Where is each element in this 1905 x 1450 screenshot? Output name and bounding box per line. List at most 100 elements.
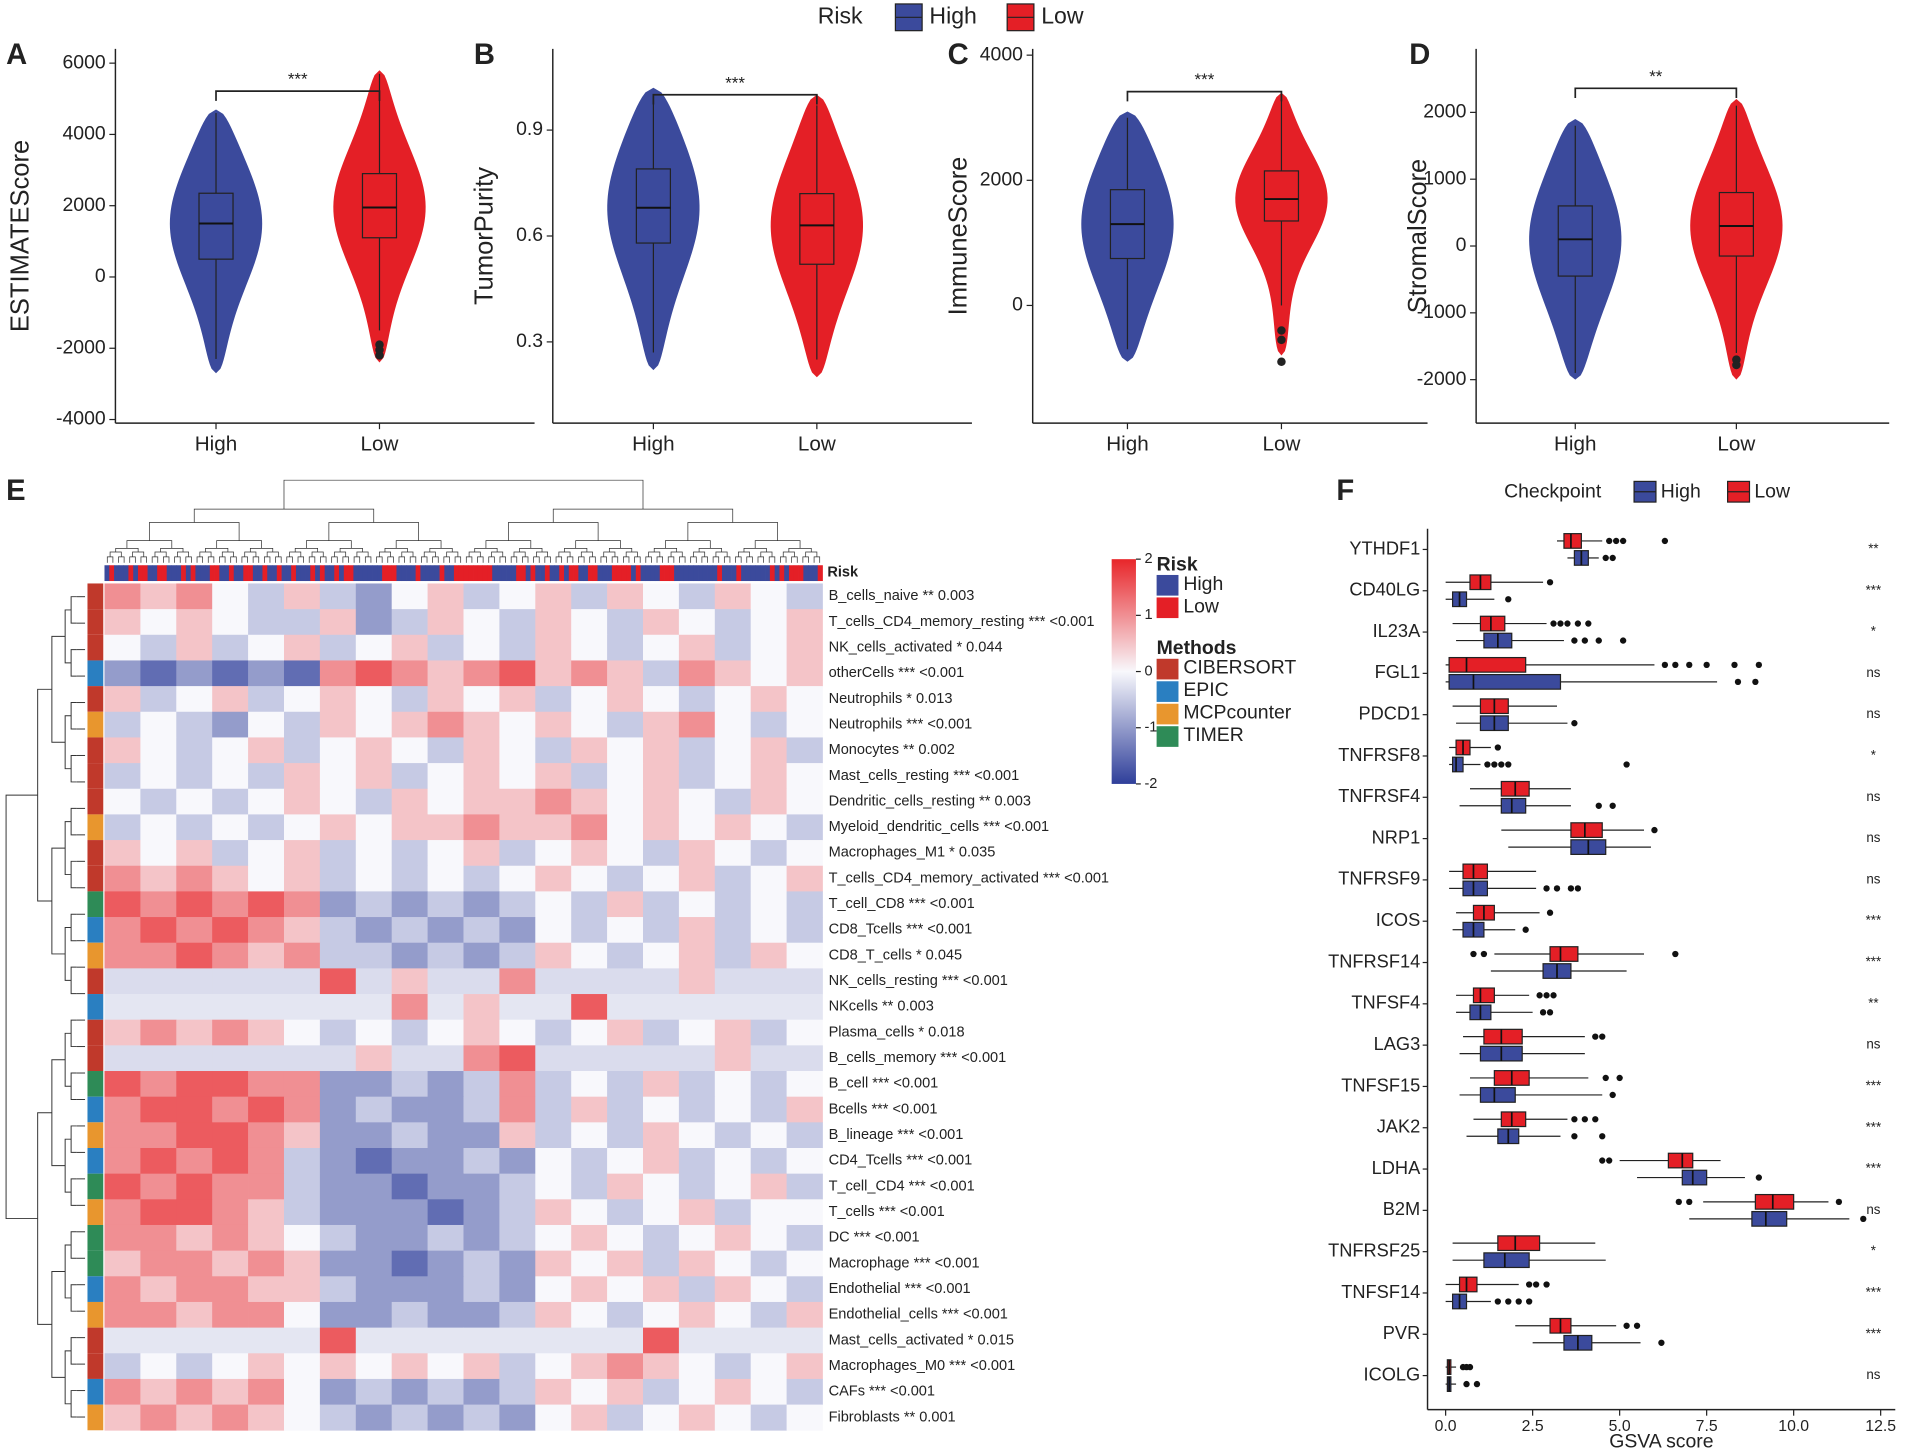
- outlier: [1470, 950, 1477, 958]
- heat-cell: [283, 1250, 321, 1277]
- heat-cell: [535, 1250, 572, 1277]
- dendrogram: [286, 556, 293, 559]
- heat-cell: [391, 686, 428, 713]
- heat-cell: [463, 994, 500, 1021]
- category-label: CD40LG: [1349, 580, 1420, 600]
- outlier: [1539, 1009, 1547, 1016]
- dendrogram: [813, 556, 821, 559]
- box: [1448, 656, 1527, 673]
- risk-stripe: [267, 565, 273, 582]
- dendrogram: [126, 540, 173, 549]
- heat-cell: [571, 788, 608, 815]
- method-cell: [87, 1327, 104, 1354]
- outlier: [1277, 326, 1286, 335]
- heat-cell: [176, 1276, 213, 1303]
- risk-stripe: [817, 565, 823, 582]
- legend-label: Low: [1183, 595, 1220, 617]
- risk-stripe: [540, 565, 546, 582]
- heat-cell: [535, 711, 572, 738]
- heat-cell: [678, 1096, 716, 1123]
- heat-cell: [499, 1378, 536, 1405]
- dendrogram: [64, 715, 72, 770]
- heat-cell: [750, 1378, 787, 1405]
- outlier: [1672, 661, 1679, 669]
- heat-cell: [355, 583, 393, 610]
- outlier: [1619, 637, 1627, 644]
- heat-cell: [283, 1301, 321, 1328]
- heat-cell: [355, 942, 393, 969]
- dendrogram: [558, 551, 571, 557]
- risk-stripe: [473, 565, 479, 582]
- risk-stripe: [702, 565, 708, 582]
- heat-cell: [176, 1224, 213, 1252]
- risk-stripe: [195, 565, 201, 582]
- method-cell: [87, 1122, 104, 1148]
- legend-label: CIBERSORT: [1183, 657, 1296, 679]
- heat-cell: [750, 968, 787, 995]
- outlier: [1574, 620, 1582, 627]
- significance-label: ns: [1866, 1367, 1880, 1382]
- heat-cell: [535, 660, 572, 687]
- risk-stripe: [262, 565, 268, 582]
- heat-cell: [571, 917, 608, 944]
- heat-cell: [714, 788, 752, 815]
- dendrogram: [129, 556, 136, 559]
- heat-cell: [248, 994, 285, 1021]
- heat-cell: [607, 634, 644, 661]
- dendrogram: [163, 556, 170, 559]
- risk-stripe: [224, 565, 230, 582]
- heat-cell: [176, 660, 213, 687]
- heat-cell: [463, 917, 500, 944]
- heat-cell: [571, 711, 608, 738]
- dendrogram: [715, 551, 728, 557]
- risk-stripe: [678, 565, 685, 582]
- heat-cell: [319, 814, 357, 841]
- heat-cell: [212, 840, 249, 867]
- heat-cell: [427, 840, 464, 867]
- heat-cell: [535, 1353, 572, 1380]
- heat-cell: [140, 1404, 177, 1431]
- outlier: [1473, 1380, 1481, 1388]
- significance-bracket: [652, 93, 818, 105]
- heat-cell: [283, 1173, 321, 1200]
- risk-stripe: [449, 565, 455, 582]
- dendrogram: [70, 1072, 77, 1100]
- dendrogram: [782, 551, 795, 557]
- risk-stripe: [597, 565, 603, 582]
- heat-cell: [283, 763, 321, 790]
- heat-cell: [427, 711, 464, 738]
- heat-cell: [104, 942, 141, 969]
- heat-cell: [535, 891, 572, 918]
- heat-cell: [212, 1276, 249, 1303]
- significance-label: ***: [288, 70, 308, 89]
- dendrogram: [780, 556, 787, 559]
- heat-cell: [750, 891, 787, 918]
- heat-cell: [319, 968, 357, 995]
- heat-cell: [607, 994, 644, 1021]
- heat-cell: [678, 1071, 716, 1098]
- heat-cell: [212, 1045, 249, 1072]
- heat-cell: [607, 711, 644, 738]
- risk-stripe: [329, 565, 335, 582]
- method-cell: [87, 994, 104, 1020]
- significance-label: ns: [1866, 830, 1880, 845]
- risk-stripe: [611, 565, 618, 582]
- x-tick-label: 7.5: [1696, 1418, 1718, 1435]
- heat-cell: [319, 1301, 357, 1328]
- method-cell: [87, 840, 104, 866]
- heat-cell: [463, 1147, 500, 1175]
- heat-cell: [571, 1199, 608, 1226]
- heat-cell: [714, 1250, 752, 1277]
- method-cell: [87, 1250, 104, 1277]
- outlier: [1661, 537, 1669, 545]
- dendrogram: [70, 966, 77, 995]
- heat-cell: [140, 634, 177, 661]
- heat-cell: [750, 1199, 787, 1226]
- row-label: T_cells_CD4_memory_resting *** <0.001: [829, 614, 1095, 630]
- colorbar-label: -2: [1144, 776, 1157, 792]
- heat-cell: [176, 1301, 213, 1328]
- heat-cell: [678, 1378, 716, 1405]
- row-label: Dendritic_cells_resting ** 0.003: [829, 793, 1031, 809]
- dendrogram: [566, 556, 574, 559]
- risk-stripe: [736, 565, 742, 582]
